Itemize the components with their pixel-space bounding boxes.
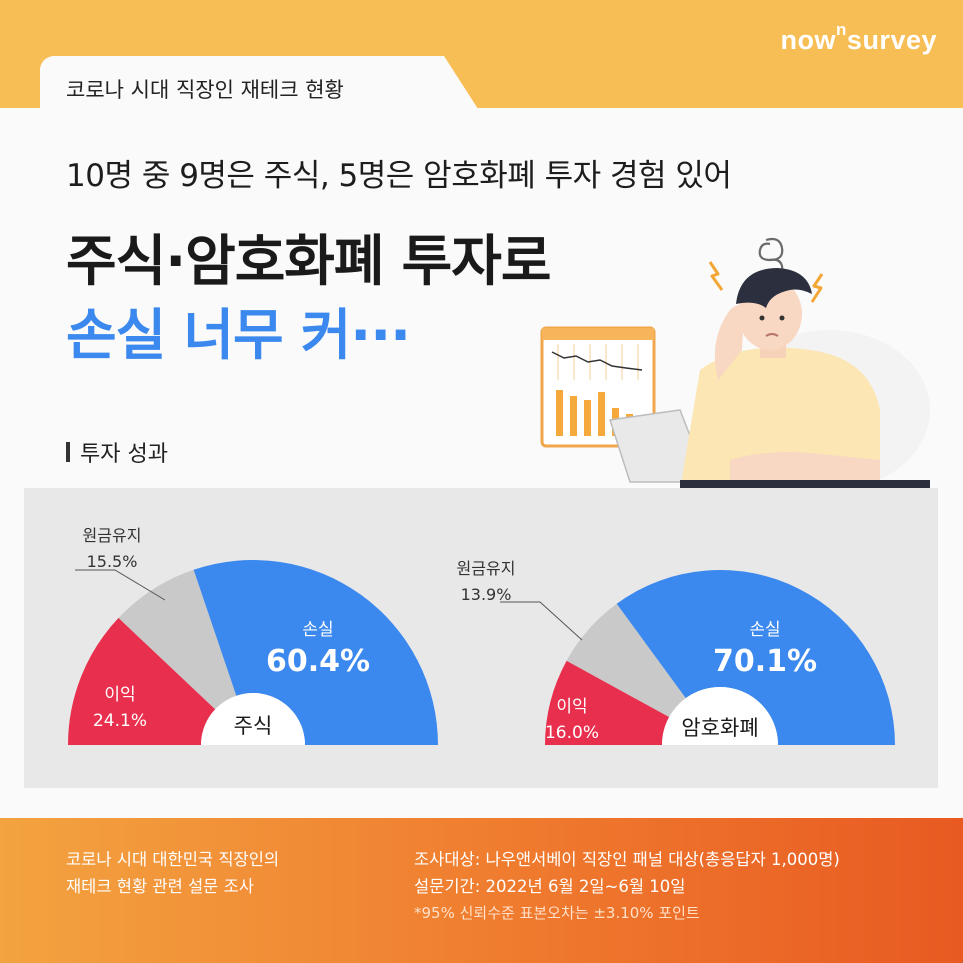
center-label: 주식 bbox=[234, 714, 273, 738]
keep-leader-line bbox=[75, 569, 166, 601]
survey-target: 조사대상: 나우앤서베이 직장인 패널 대상(총응답자 1,000명) bbox=[414, 850, 840, 869]
title-tab bbox=[40, 56, 450, 112]
survey-description: 코로나 시대 대한민국 직장인의 재테크 현황 관련 설문 조사 bbox=[66, 850, 280, 896]
slice-원금유지 bbox=[566, 603, 686, 718]
stress-bolt-icon bbox=[708, 261, 724, 291]
profit-value: 24.1% bbox=[93, 711, 147, 731]
loss-value: 60.4% bbox=[266, 644, 370, 679]
headline-line2: 손실 너무 커··· bbox=[66, 303, 411, 367]
survey-period: 설문기간: 2022년 6월 2일~6월 10일 bbox=[414, 877, 686, 896]
stressed-investor-illustration bbox=[540, 237, 930, 490]
keep-label: 원금유지 bbox=[457, 559, 516, 578]
keep-value: 15.5% bbox=[87, 552, 138, 571]
slice-이익 bbox=[68, 617, 216, 745]
keep-leader-line bbox=[500, 601, 583, 641]
headline-line1: 주식·암호화폐 투자로 bbox=[66, 229, 551, 293]
loss-label: 손실 bbox=[302, 620, 333, 640]
section-bar bbox=[66, 442, 70, 462]
brand-logo: nownsurvey bbox=[780, 20, 937, 55]
profit-value: 16.0% bbox=[545, 723, 599, 743]
slice-이익 bbox=[545, 660, 670, 745]
keep-label: 원금유지 bbox=[83, 526, 142, 545]
loss-label: 손실 bbox=[749, 620, 780, 640]
donut-hole bbox=[201, 693, 305, 745]
section-label: 투자 성과 bbox=[66, 436, 168, 468]
profit-label: 이익 bbox=[104, 685, 135, 705]
slice-손실 bbox=[616, 569, 895, 745]
donut-hole bbox=[662, 687, 778, 745]
margin-of-error-note: *95% 신뢰수준 표본오차는 ±3.10% 포인트 bbox=[414, 904, 700, 922]
slice-원금유지 bbox=[118, 569, 237, 710]
slice-손실 bbox=[193, 559, 438, 745]
tab-label: 코로나 시대 직장인 재테크 현황 bbox=[66, 78, 344, 102]
survey-details: 조사대상: 나우앤서베이 직장인 패널 대상(총응답자 1,000명) 설문기간… bbox=[414, 846, 840, 927]
loss-value: 70.1% bbox=[713, 644, 817, 679]
keep-value: 13.9% bbox=[461, 585, 512, 604]
subtitle: 10명 중 9명은 주식, 5명은 암호화폐 투자 경험 있어 bbox=[66, 158, 732, 194]
bottom-band bbox=[0, 818, 963, 963]
profit-label: 이익 bbox=[556, 697, 587, 717]
center-label: 암호화폐 bbox=[681, 716, 758, 740]
stress-bolt-icon bbox=[810, 273, 824, 303]
